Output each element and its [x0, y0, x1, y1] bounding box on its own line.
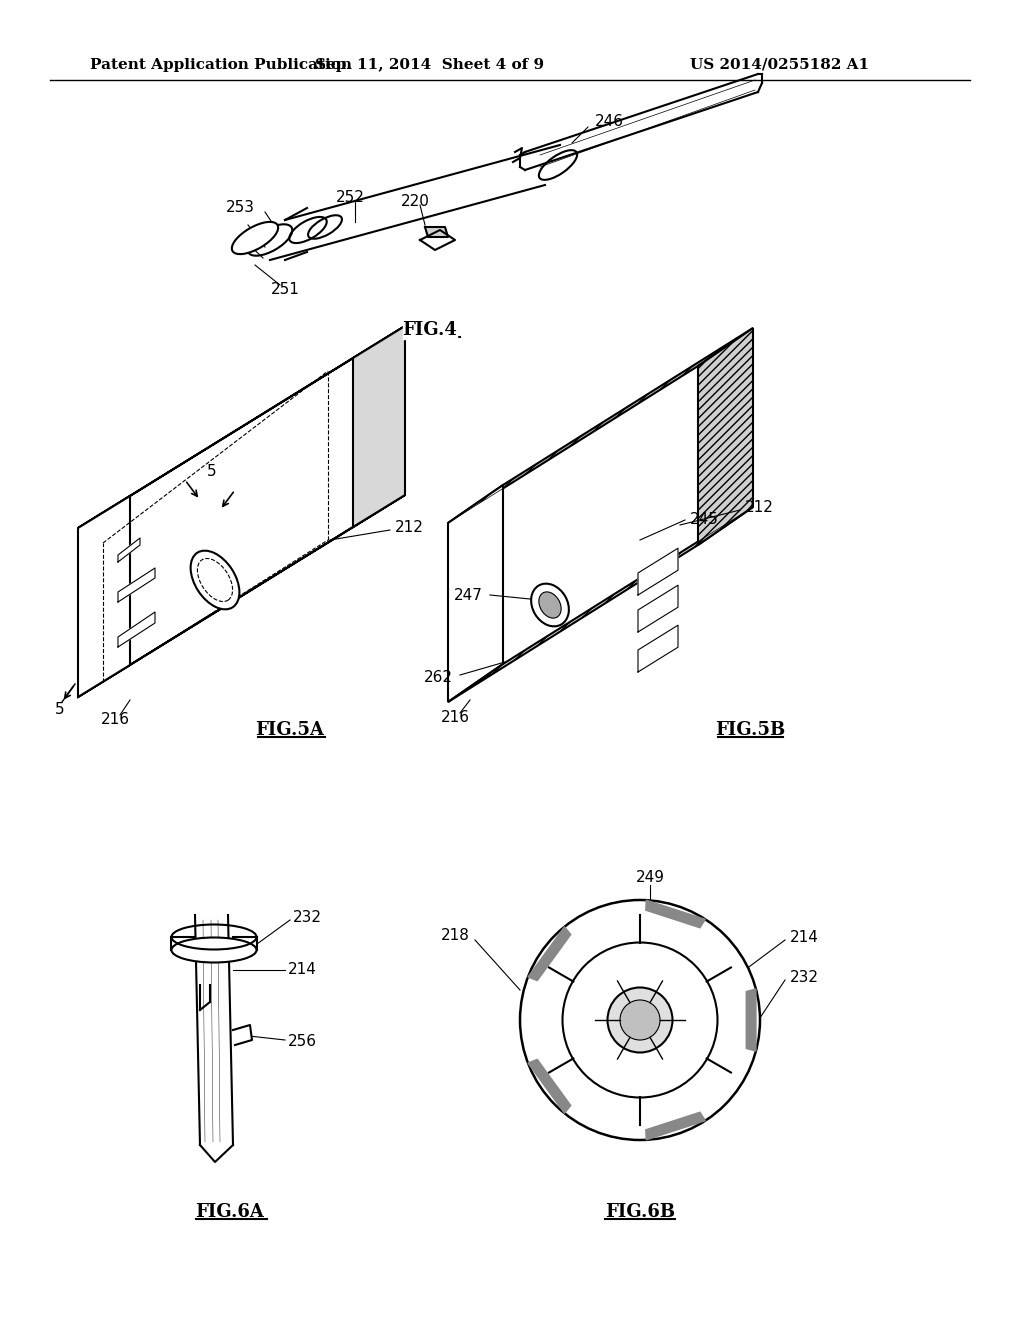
Polygon shape: [646, 1113, 706, 1140]
Ellipse shape: [607, 987, 673, 1052]
Polygon shape: [698, 327, 753, 545]
Text: FIG.6A: FIG.6A: [196, 1203, 264, 1221]
Text: 214: 214: [288, 962, 316, 978]
Polygon shape: [118, 539, 140, 562]
Polygon shape: [233, 1026, 252, 1045]
Ellipse shape: [520, 900, 760, 1140]
Text: 251: 251: [270, 282, 299, 297]
Polygon shape: [78, 495, 406, 697]
Polygon shape: [78, 326, 406, 528]
Text: 212: 212: [395, 520, 424, 536]
Ellipse shape: [171, 937, 256, 962]
Text: FIG.5A: FIG.5A: [256, 721, 325, 739]
Text: 5: 5: [55, 702, 65, 718]
Text: FIG.5B: FIG.5B: [715, 721, 785, 739]
Text: 232: 232: [790, 970, 819, 986]
Polygon shape: [528, 927, 570, 981]
Text: 246: 246: [595, 115, 624, 129]
Polygon shape: [420, 230, 455, 249]
Text: 256: 256: [288, 1035, 317, 1049]
Text: 5: 5: [207, 465, 217, 479]
Text: 220: 220: [400, 194, 429, 210]
Polygon shape: [449, 327, 753, 523]
Text: 245: 245: [690, 512, 719, 528]
Text: FIG.4: FIG.4: [402, 321, 458, 339]
Text: 214: 214: [790, 931, 819, 945]
Polygon shape: [638, 548, 678, 595]
Ellipse shape: [231, 222, 279, 255]
Polygon shape: [528, 1060, 570, 1113]
Text: 249: 249: [636, 870, 665, 886]
Polygon shape: [646, 900, 706, 928]
Polygon shape: [638, 626, 678, 672]
Ellipse shape: [190, 550, 240, 610]
Ellipse shape: [620, 1001, 660, 1040]
Ellipse shape: [531, 583, 569, 627]
Text: 253: 253: [226, 201, 255, 215]
Text: 252: 252: [336, 190, 365, 206]
Ellipse shape: [539, 591, 561, 618]
Text: FIG.6B: FIG.6B: [605, 1203, 675, 1221]
Text: 232: 232: [293, 911, 322, 925]
Polygon shape: [425, 227, 449, 238]
Polygon shape: [78, 496, 130, 697]
Polygon shape: [746, 989, 756, 1051]
Text: 247: 247: [454, 587, 483, 602]
Text: 216: 216: [100, 713, 129, 727]
Polygon shape: [449, 507, 753, 702]
Text: Patent Application Publication: Patent Application Publication: [90, 58, 352, 73]
Text: Sep. 11, 2014  Sheet 4 of 9: Sep. 11, 2014 Sheet 4 of 9: [315, 58, 545, 73]
Text: 262: 262: [424, 669, 453, 685]
Polygon shape: [353, 326, 406, 527]
Text: 212: 212: [745, 500, 774, 516]
Polygon shape: [118, 612, 155, 647]
Polygon shape: [449, 484, 503, 702]
Text: 218: 218: [441, 928, 470, 942]
Polygon shape: [638, 585, 678, 632]
Text: 216: 216: [440, 710, 469, 726]
Text: US 2014/0255182 A1: US 2014/0255182 A1: [690, 58, 869, 73]
Ellipse shape: [562, 942, 718, 1097]
Polygon shape: [118, 568, 155, 602]
